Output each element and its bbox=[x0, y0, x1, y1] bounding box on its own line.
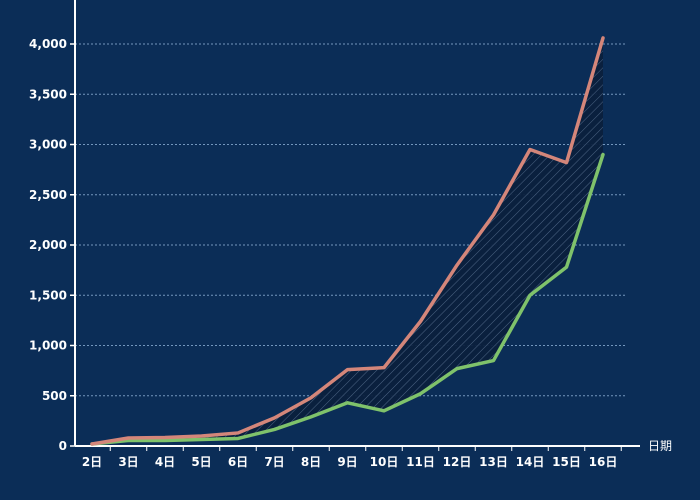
x-tick-label: 16日 bbox=[589, 455, 618, 469]
x-tick-label: 9日 bbox=[337, 455, 357, 469]
y-tick-label: 2,500 bbox=[29, 188, 67, 202]
x-tick-label: 5日 bbox=[191, 455, 211, 469]
area-between-series bbox=[92, 37, 603, 444]
x-tick-label: 13日 bbox=[479, 455, 508, 469]
y-tick-label: 3,500 bbox=[29, 87, 67, 101]
y-tick-label: 2,000 bbox=[29, 238, 67, 252]
area-fill bbox=[92, 37, 603, 444]
axes bbox=[74, 0, 640, 447]
series-upper-line bbox=[90, 36, 605, 446]
x-axis-ticks: 2日 3日 4日 5日 6日 7日 8日 9日 10日 11日 12日 13日 14日 15日 16日 bbox=[82, 446, 622, 469]
y-tick-label: 1,500 bbox=[29, 288, 67, 302]
y-axis-ticks: 0 500 1,000 1,500 2,000 2,500 3,000 3,500 4,000 bbox=[29, 37, 75, 453]
x-tick-label: 3日 bbox=[118, 455, 138, 469]
x-tick-label: 6日 bbox=[228, 455, 248, 469]
y-tick-label: 4,000 bbox=[29, 37, 67, 51]
y-tick-label: 1,000 bbox=[29, 339, 67, 353]
x-tick-label: 11日 bbox=[406, 455, 435, 469]
x-axis-title: 日期 bbox=[648, 439, 672, 453]
y-tick-label: 0 bbox=[59, 439, 67, 453]
x-tick-label: 14日 bbox=[516, 455, 545, 469]
x-tick-label: 4日 bbox=[155, 455, 175, 469]
x-tick-label: 10日 bbox=[370, 455, 399, 469]
y-tick-label: 500 bbox=[42, 389, 67, 403]
x-tick-label: 15日 bbox=[552, 455, 581, 469]
x-tick-label: 8日 bbox=[301, 455, 321, 469]
series-lines bbox=[90, 36, 605, 446]
x-tick-label: 2日 bbox=[82, 455, 102, 469]
x-tick-label: 7日 bbox=[264, 455, 284, 469]
y-tick-label: 3,000 bbox=[29, 138, 67, 152]
series-lower-line bbox=[90, 152, 605, 446]
x-tick-label: 12日 bbox=[443, 455, 472, 469]
